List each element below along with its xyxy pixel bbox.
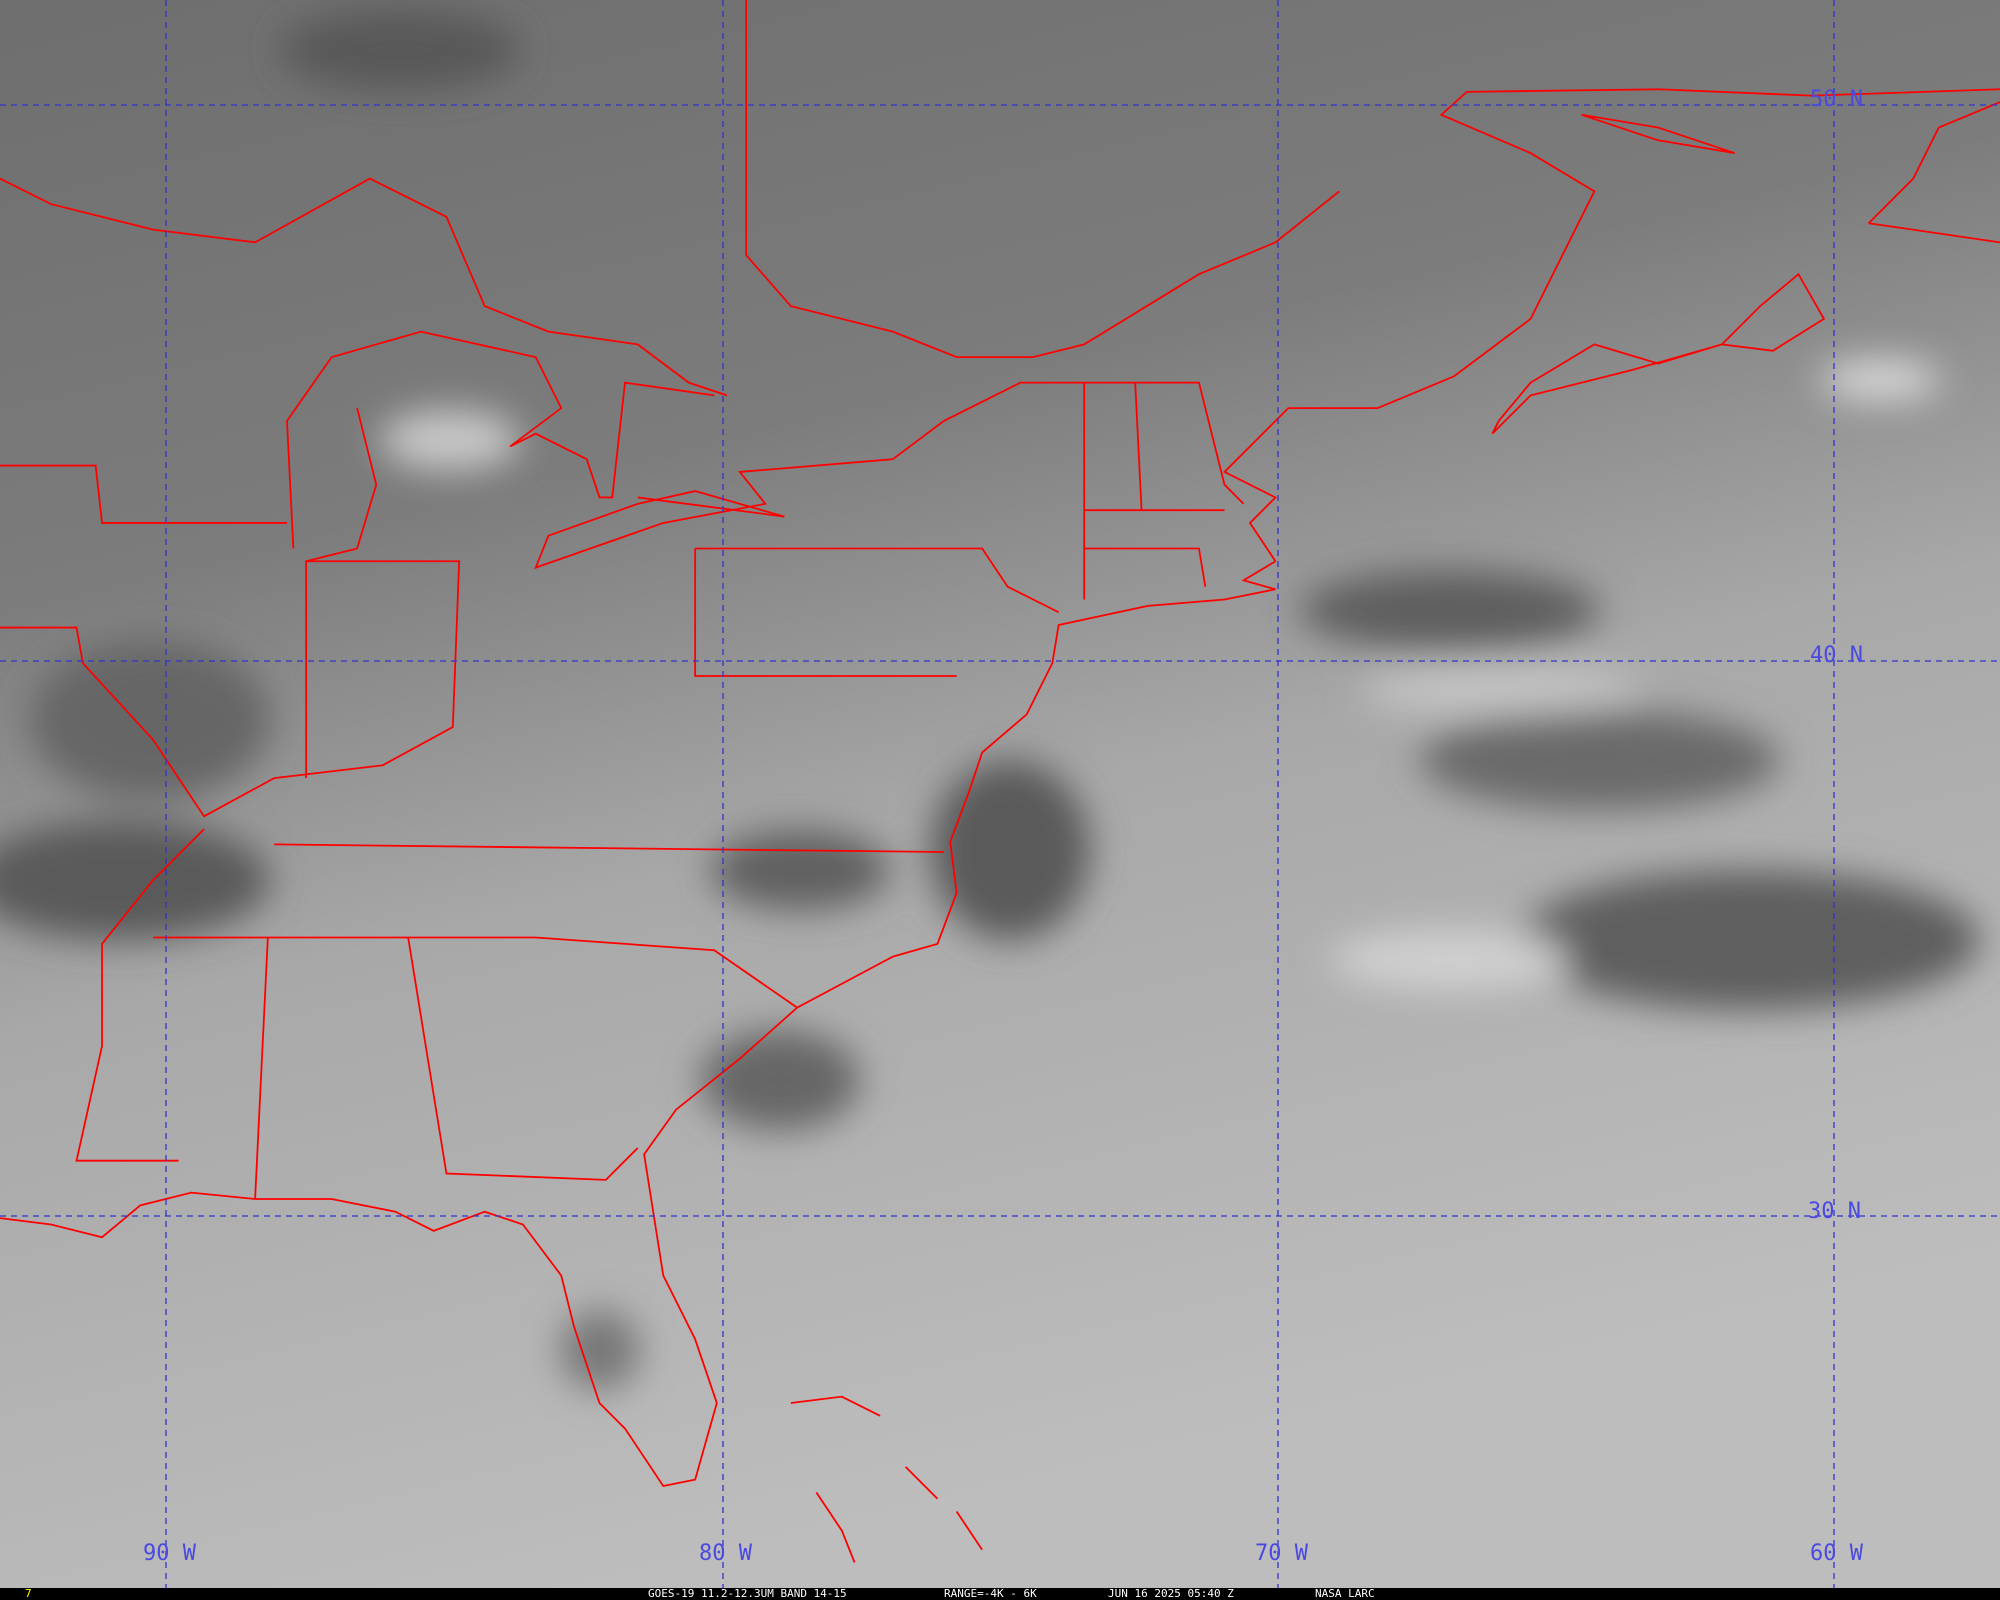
lon-label-60w: 60 W (1810, 1541, 1864, 1566)
great-lakes (0, 177, 728, 563)
source: NASA LARC (1315, 1587, 1375, 1600)
atlantic-coastline (0, 560, 1276, 1487)
maritime-provinces (1491, 101, 2000, 435)
datetime: JUN 16 2025 05:40 Z (1108, 1587, 1234, 1600)
bahamas (790, 1395, 983, 1563)
satellite-band: GOES-19 11.2-12.3UM BAND 14-15 (648, 1587, 847, 1600)
political-boundaries (0, 0, 2000, 1563)
caption-bar: 7 GOES-19 11.2-12.3UM BAND 14-15 RANGE=-… (0, 1588, 2000, 1600)
lat-label-40n: 40 N (1810, 643, 1863, 668)
lat-label-30n: 30 N (1808, 1199, 1861, 1224)
lon-label-90w: 90 W (143, 1541, 197, 1566)
gulf-of-maine-coast (1222, 88, 2000, 562)
state-borders (0, 382, 1225, 1200)
lat-label-50n: 50 N (1810, 87, 1863, 112)
frame-number: 7 (25, 1587, 32, 1600)
range: RANGE=-4K - 6K (944, 1587, 1037, 1600)
lon-label-80w: 80 W (699, 1541, 753, 1566)
lon-label-70w: 70 W (1255, 1541, 1309, 1566)
us-canada-border (534, 0, 1340, 570)
